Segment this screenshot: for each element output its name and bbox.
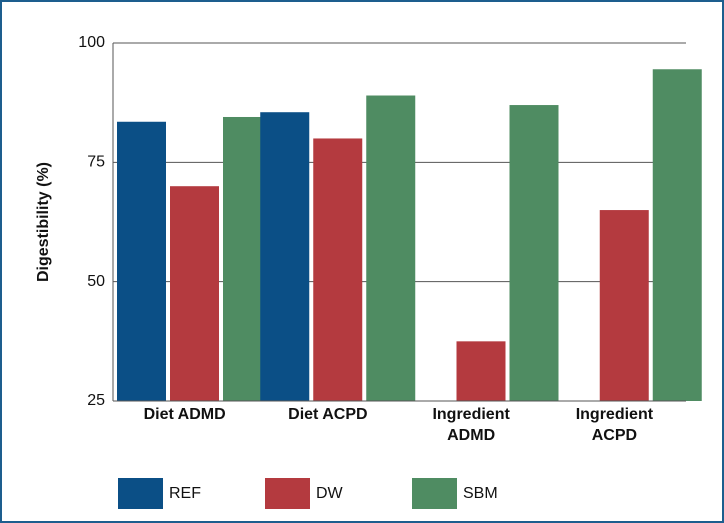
- y-tick-label: 25: [87, 392, 105, 409]
- bar: [652, 69, 702, 402]
- bar: [366, 95, 416, 402]
- x-tick-label: Diet ACPD: [288, 406, 368, 423]
- bar: [170, 186, 219, 401]
- legend-label: SBM: [463, 485, 498, 502]
- legend-swatch: [118, 478, 163, 509]
- legend-swatch: [265, 478, 310, 509]
- legend-swatch: [412, 478, 457, 509]
- bar: [117, 121, 166, 401]
- bar: [509, 105, 559, 401]
- x-tick-label: Diet ADMD: [143, 406, 226, 423]
- x-tick-label: Ingredient ADMD: [432, 406, 510, 444]
- x-tick-label: Ingredient ACPD: [575, 406, 654, 444]
- legend-label: DW: [316, 485, 344, 502]
- y-axis-label: Digestibility (%): [35, 162, 52, 282]
- bar: [260, 112, 310, 402]
- bar: [313, 138, 363, 401]
- bar: [599, 210, 649, 401]
- legend-label: REF: [169, 485, 201, 502]
- y-tick-label: 75: [87, 154, 105, 171]
- y-tick-label: 100: [78, 34, 105, 51]
- bar: [456, 341, 506, 401]
- y-tick-label: 50: [87, 273, 105, 290]
